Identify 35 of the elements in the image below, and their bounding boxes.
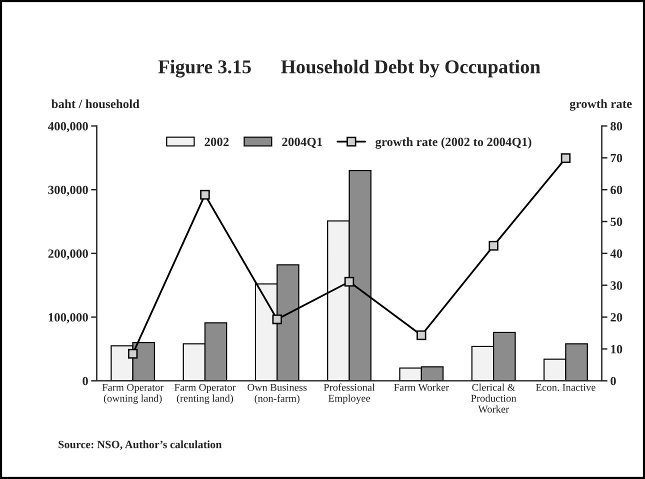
y2-tick-label: 10 (611, 344, 622, 354)
x-tick-label: Clerical & Production Worker (471, 384, 516, 413)
x-tick-label: Farm Worker (394, 384, 450, 391)
legend-label: 2004Q1 (282, 138, 322, 148)
point (200, 190, 210, 200)
y-axis-title: baht / household (51, 99, 140, 108)
y-tick-label: 100,000 (48, 313, 88, 324)
y2-tick-label: 70 (610, 154, 622, 162)
y-tick-label: 0 (82, 376, 88, 386)
legend-label: 2002 (204, 138, 229, 146)
y2-tick-label: 40 (610, 249, 622, 258)
chart-title: Figure 3.15 Household Debt by Occupation (158, 60, 540, 78)
point (488, 240, 498, 251)
x-tick-label: Own Business (non-farm) (248, 384, 307, 404)
y2-tick-label: 20 (610, 313, 622, 322)
x-tick-label: Professional Employee (324, 383, 375, 404)
point (560, 153, 571, 164)
y-tick-label: 200,000 (48, 249, 88, 260)
y2-tick-label: 0 (610, 376, 616, 386)
y2-axis-title: growth rate (570, 99, 632, 111)
legend-label: growth rate (2002 to 2004Q1) (375, 137, 532, 149)
y2-tick-label: 60 (610, 186, 622, 194)
x-tick-label: Farm Operator (renting land) (174, 384, 236, 404)
point (128, 348, 138, 359)
point (416, 330, 426, 340)
y2-tick-label: 50 (610, 218, 622, 226)
x-tick-label: Econ. Inactive (536, 384, 596, 391)
source-note: Source: NSO, Author’s calculation (58, 440, 222, 450)
point (344, 276, 354, 287)
y2-tick-label: 30 (610, 281, 622, 290)
y-tick-label: 300,000 (48, 186, 88, 196)
y-tick-label: 400,000 (48, 122, 88, 132)
y2-tick-label: 80 (610, 122, 622, 130)
x-tick-label: Farm Operator (owning land) (102, 384, 164, 404)
point (272, 314, 282, 324)
